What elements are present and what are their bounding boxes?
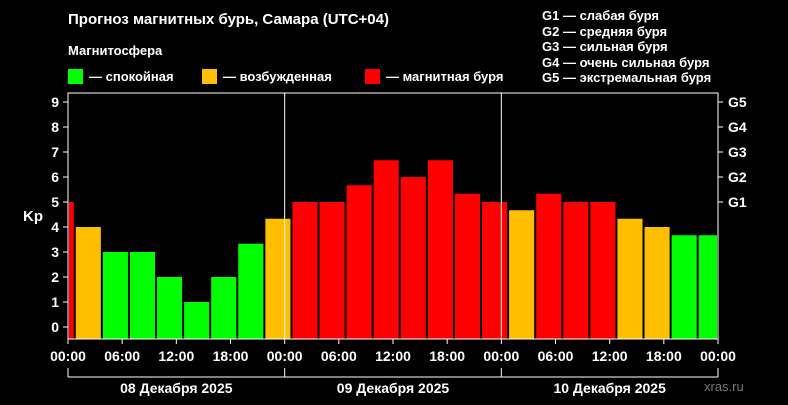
legend-item-quiet: — спокойная: [68, 67, 174, 85]
bar-7: [238, 243, 264, 339]
bar-5: [184, 302, 210, 339]
legend-label-storm: — магнитная буря: [386, 68, 504, 84]
bar-2: [102, 252, 128, 339]
x-tick-label-5: 06:00: [321, 348, 357, 364]
x-tick-label-10: 12:00: [592, 348, 628, 364]
bar-9: [292, 202, 318, 339]
x-tick-label-11: 18:00: [646, 348, 682, 364]
legend-item-storm: — магнитная буря: [365, 67, 503, 85]
x-tick-label-7: 18:00: [429, 348, 465, 364]
storm-level-g3: G3 — сильная буря: [542, 39, 668, 54]
bar-8: [265, 218, 291, 339]
g-tick-label-1: G2: [728, 169, 747, 185]
bar-22: [644, 227, 670, 339]
x-tick-label-0: 00:00: [50, 348, 86, 364]
bar-14: [427, 160, 453, 339]
bar-13: [400, 177, 426, 339]
legend-swatch-quiet: [68, 68, 83, 84]
x-tick-label-8: 00:00: [483, 348, 519, 364]
legend-label-active: — возбужденная: [223, 68, 332, 84]
x-tick-label-2: 12:00: [158, 348, 194, 364]
y-tick-label-0: 0: [51, 319, 59, 335]
x-tick-label-9: 06:00: [538, 348, 574, 364]
y-tick-label-1: 1: [51, 294, 59, 310]
legend-item-active: — возбужденная: [202, 67, 332, 85]
bar-12: [373, 160, 399, 339]
bar-6: [211, 277, 237, 339]
bar-15: [454, 193, 481, 339]
day-label-1: 09 Декабря 2025: [337, 380, 450, 396]
watermark: xras.ru: [704, 379, 744, 394]
bar-0: [69, 202, 74, 339]
bar-16: [482, 202, 508, 339]
x-tick-label-12: 00:00: [700, 348, 736, 364]
storm-level-g2: G2 — средняя буря: [542, 23, 668, 39]
g-tick-label-4: G5: [728, 94, 747, 110]
y-axis-label: Kp: [23, 208, 43, 225]
storm-level-g5: G5 — экстремальная буря: [542, 70, 712, 85]
bar-18: [536, 193, 562, 339]
day-label-2: 10 Декабря 2025: [553, 380, 666, 396]
storm-level-g4: G4 — очень сильная буря: [542, 54, 710, 70]
day-label-0: 08 Декабря 2025: [120, 380, 233, 396]
x-tick-label-3: 18:00: [213, 348, 249, 364]
x-tick-label-4: 00:00: [267, 348, 303, 364]
storm-level-list: G1 — слабая буря G2 — средняя буря G3 — …: [542, 8, 711, 86]
x-tick-label-1: 06:00: [104, 348, 140, 364]
y-tick-label-8: 8: [51, 119, 59, 135]
g-tick-label-2: G3: [728, 144, 747, 160]
g-tick-label-3: G4: [728, 119, 747, 135]
g-tick-label-0: G1: [728, 194, 747, 210]
bar-19: [563, 202, 589, 339]
x-tick-label-6: 12:00: [375, 348, 411, 364]
bar-24: [698, 235, 717, 339]
bar-11: [346, 185, 372, 339]
bar-3: [129, 252, 156, 339]
bar-4: [157, 277, 183, 339]
y-tick-label-3: 3: [51, 244, 59, 260]
legend-swatch-active: [202, 68, 217, 84]
chart-title: Прогноз магнитных бурь, Самара (UTC+04): [68, 11, 389, 28]
y-tick-label-7: 7: [51, 144, 59, 160]
bar-10: [319, 202, 345, 339]
y-tick-label-2: 2: [51, 269, 59, 285]
bar-23: [671, 235, 697, 339]
y-tick-label-9: 9: [51, 94, 59, 110]
bar-20: [590, 202, 616, 339]
y-tick-label-4: 4: [51, 219, 59, 235]
bar-17: [509, 210, 535, 339]
bar-1: [75, 227, 101, 339]
legend-label-quiet: — спокойная: [89, 68, 174, 84]
legend-swatch-storm: [365, 68, 380, 84]
storm-level-g1: G1 — слабая буря: [542, 8, 660, 23]
y-tick-label-6: 6: [51, 169, 59, 185]
legend-title: Магнитосфера: [68, 43, 163, 58]
bar-21: [617, 218, 643, 339]
y-tick-label-5: 5: [51, 194, 59, 210]
